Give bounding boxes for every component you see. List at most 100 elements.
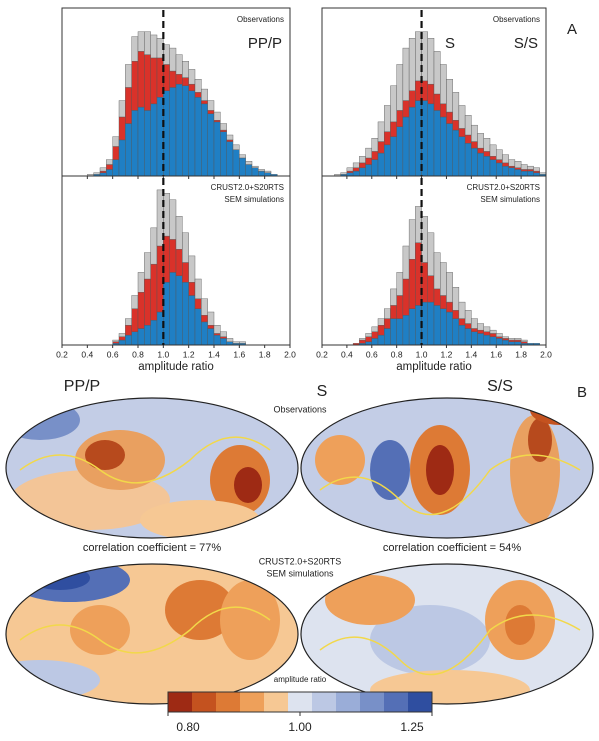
bar: [483, 334, 491, 346]
bar: [112, 339, 120, 342]
bar: [514, 339, 522, 342]
bar: [402, 47, 410, 101]
bar: [144, 110, 151, 177]
bar: [137, 51, 145, 108]
bar: [489, 333, 497, 337]
bar: [99, 167, 107, 172]
bar: [377, 152, 385, 177]
bar: [514, 338, 522, 341]
bar: [239, 157, 246, 177]
plot-frame: [61, 175, 291, 346]
bar: [182, 232, 189, 263]
bar: [464, 115, 472, 136]
bar: [520, 341, 528, 344]
bar: [384, 328, 391, 346]
bar: [489, 144, 497, 157]
bar: [433, 305, 441, 346]
colorbar-swatch: [408, 692, 433, 712]
bar: [471, 147, 478, 177]
bar: [365, 157, 372, 165]
bar: [396, 64, 404, 111]
bar: [137, 292, 145, 329]
x-tick-label: 0.6: [107, 349, 119, 359]
bar: [371, 326, 379, 333]
bar: [502, 338, 509, 341]
map: [301, 564, 593, 704]
bar: [144, 54, 151, 111]
bar: [365, 333, 372, 337]
bar: [131, 295, 139, 309]
panel-label: B: [577, 384, 587, 401]
bar: [175, 83, 183, 177]
bar: [390, 136, 397, 177]
x-tick-label: 1.4: [465, 349, 477, 359]
x-axis-label: amplitude ratio: [138, 361, 213, 373]
bar: [440, 64, 447, 105]
bar: [471, 141, 478, 149]
bar: [150, 57, 158, 105]
bar: [106, 159, 113, 165]
bar: [446, 111, 453, 124]
bar: [402, 116, 410, 177]
bar: [514, 161, 522, 169]
bar: [188, 295, 196, 346]
colorbar-swatch: [336, 692, 361, 712]
bar: [396, 295, 404, 319]
x-tick-label: 1.6: [233, 349, 245, 359]
bar: [415, 242, 422, 306]
colorbar-swatch: [264, 692, 289, 712]
bar: [201, 298, 208, 316]
annotation: Observations: [493, 15, 540, 24]
bar: [188, 69, 196, 85]
bar: [452, 318, 460, 346]
bar: [371, 151, 379, 160]
bar: [365, 164, 372, 177]
bar: [118, 336, 126, 341]
bar: [489, 336, 497, 346]
bar: [440, 116, 447, 177]
bar: [144, 278, 151, 326]
bar: [150, 103, 158, 177]
bar: [508, 159, 516, 167]
x-tick-label: 1.8: [515, 349, 527, 359]
bar: [131, 110, 139, 177]
bar: [384, 131, 391, 146]
bar: [440, 103, 447, 118]
bar: [408, 219, 416, 260]
bar: [502, 162, 509, 167]
bar: [496, 162, 503, 177]
bar: [220, 338, 227, 346]
bar: [182, 61, 189, 78]
bar: [169, 87, 177, 177]
bar: [533, 167, 540, 172]
colorbar-tick-label: 1.25: [400, 720, 424, 734]
bar: [112, 159, 120, 177]
bar: [194, 79, 202, 93]
bar: [371, 159, 379, 177]
bar: [137, 31, 145, 52]
bar: [502, 154, 509, 164]
correlation: correlation coefficient = 77%: [83, 542, 222, 554]
bar: [408, 259, 416, 309]
annotation: SEM simulations: [480, 195, 540, 204]
bar: [483, 156, 491, 177]
bar: [390, 288, 397, 306]
panel-label: A: [567, 21, 577, 38]
map-outline: [5, 397, 594, 705]
bar: [125, 64, 132, 88]
bar: [213, 334, 221, 346]
colorbar-swatch: [312, 692, 337, 712]
bar: [220, 336, 227, 339]
bar: [496, 159, 503, 164]
bar: [207, 311, 215, 326]
bar: [93, 172, 101, 175]
bar: [213, 325, 221, 334]
bar: [220, 123, 227, 131]
bar: [464, 142, 472, 177]
bar: [131, 36, 139, 62]
x-tick-label: 1.0: [416, 349, 428, 359]
bar: [125, 87, 132, 124]
bar: [396, 110, 404, 128]
map: [6, 398, 298, 538]
bar: [359, 338, 366, 341]
